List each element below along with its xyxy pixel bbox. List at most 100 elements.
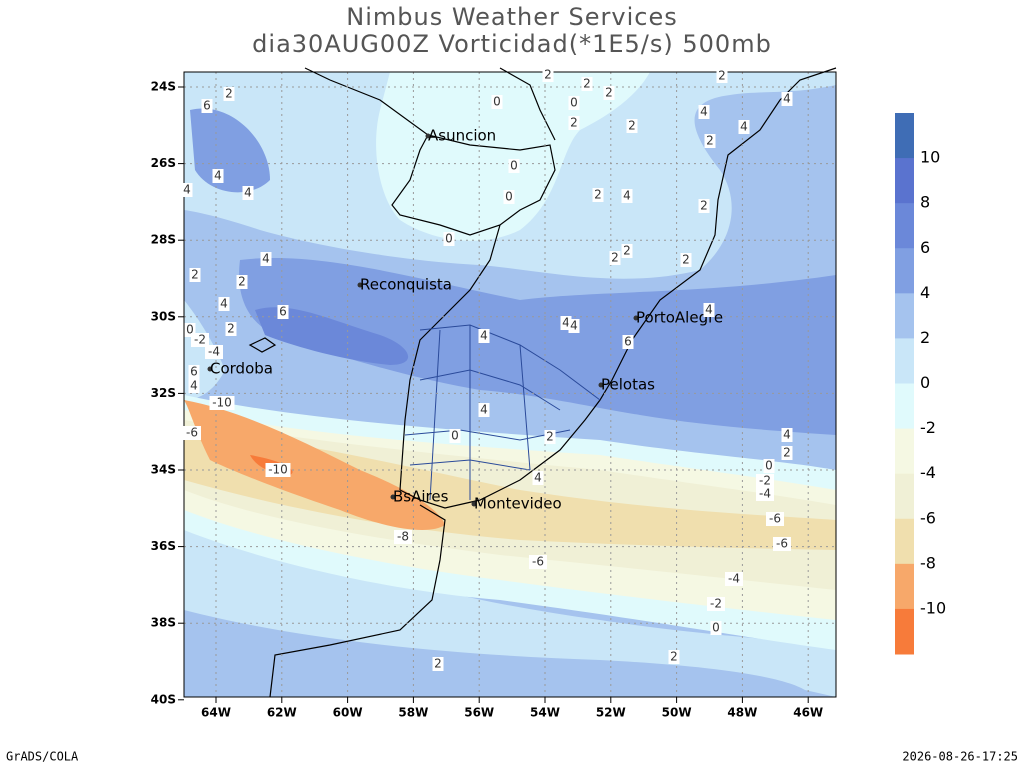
city-marker — [357, 282, 363, 288]
contour-label-box — [181, 183, 193, 197]
lat-label: 32S — [151, 386, 176, 400]
contour-label: 4 — [783, 428, 791, 442]
colorbar-box — [895, 608, 914, 655]
contour-label-box — [188, 379, 200, 393]
contour-label-box — [621, 189, 633, 203]
city-marker — [207, 366, 213, 372]
contour-label-box — [242, 186, 254, 200]
contour-label: 2 — [611, 251, 619, 265]
contour-label: 0 — [445, 232, 453, 246]
city-marker — [425, 133, 431, 139]
colorbar-label: -10 — [920, 598, 946, 617]
contour-label: 2 — [700, 199, 708, 213]
lon-label: 48W — [727, 706, 757, 720]
contour-label: 2 — [623, 244, 631, 258]
lat-label: 30S — [151, 309, 176, 323]
contour-label: 4 — [740, 120, 748, 134]
contour-label: 4 — [220, 297, 228, 311]
lat-label: 24S — [151, 80, 176, 94]
contour-label-box — [449, 429, 461, 443]
contour-label: 0 — [451, 429, 459, 443]
field-band — [239, 258, 837, 435]
contour-label-box — [581, 77, 593, 91]
contour-label: 4 — [480, 403, 488, 417]
contour-label-box — [503, 190, 515, 204]
contour-label: 0 — [510, 159, 518, 173]
contour-label-box — [544, 430, 556, 444]
contour-label-box — [703, 303, 715, 317]
city-label: Pelotas — [601, 376, 655, 394]
contour-label-box — [184, 323, 196, 337]
city-label: Cordoba — [210, 360, 273, 378]
contour-label-box — [394, 530, 412, 544]
field-band — [376, 72, 650, 241]
lat-label: 36S — [151, 539, 176, 553]
contour-label-box — [621, 244, 633, 258]
graticule — [184, 72, 836, 697]
contour-label: 0 — [493, 95, 501, 109]
contour-label-box — [218, 297, 230, 311]
contour-label-box — [560, 316, 572, 330]
field-band — [184, 610, 836, 697]
colorbar-box — [895, 293, 914, 339]
contour-label-box — [756, 474, 774, 488]
contour-label: 6 — [279, 305, 287, 319]
contour-label-box — [725, 572, 743, 586]
lat-label: 40S — [151, 692, 176, 706]
lon-label: 64W — [201, 706, 231, 720]
contour-label: 4 — [570, 319, 578, 333]
contour-label-box — [201, 99, 213, 113]
contour-label-box — [443, 232, 455, 246]
contour-label-box — [542, 68, 554, 82]
contour-label-box — [707, 597, 725, 611]
contour-label-box — [568, 319, 580, 333]
contour-label-box — [225, 322, 237, 336]
footer-right: 2026-08-26-17:25 — [902, 750, 1018, 764]
contour-label: -6 — [776, 537, 788, 551]
contour-label-box — [738, 120, 750, 134]
contour-label-box — [236, 275, 248, 289]
contour-label-box — [609, 251, 621, 265]
contour-label: -4 — [759, 487, 771, 501]
contour-label-box — [191, 333, 209, 347]
city-marker — [390, 494, 396, 500]
contour-label-box — [183, 426, 201, 440]
contour-label: 4 — [214, 169, 222, 183]
colorbar-box — [895, 563, 914, 610]
lon-label: 56W — [464, 706, 494, 720]
colorbar-box — [895, 203, 914, 249]
map-subtitle: dia30AUG00Z Vorticidad(*1E5/s) 500mb — [252, 30, 772, 58]
contour-label-box — [716, 69, 728, 83]
city-label: BsAires — [393, 488, 449, 506]
contour-label: 2 — [434, 657, 442, 671]
contour-label-box — [223, 87, 235, 101]
contour-label-box — [781, 446, 793, 460]
contour-label: 2 — [583, 77, 591, 91]
contour-label: 2 — [570, 116, 578, 130]
contour-label: -4 — [728, 572, 740, 586]
contour-label-box — [205, 345, 223, 359]
contour-label-box — [626, 119, 638, 133]
contour-label: 2 — [605, 86, 613, 100]
field-band — [184, 430, 836, 550]
city-marker — [633, 315, 639, 321]
contour-label: 2 — [238, 275, 246, 289]
contour-label: 0 — [570, 96, 578, 110]
contour-label: 2 — [682, 253, 690, 267]
colorbar-label: -8 — [920, 553, 936, 572]
contour-label: -2 — [194, 333, 206, 347]
contour-label: -6 — [186, 426, 198, 440]
contour-label-box — [491, 95, 503, 109]
contour-label-box — [704, 134, 716, 148]
contour-label: 4 — [534, 471, 542, 485]
contour-label: 2 — [706, 134, 714, 148]
contour-label-box — [508, 159, 520, 173]
colorbar-label: 4 — [920, 283, 930, 302]
footer-left: GrADS/COLA — [6, 750, 79, 764]
lon-label: 58W — [398, 706, 428, 720]
colorbar-label: 2 — [920, 328, 930, 347]
lon-label: 62W — [267, 706, 297, 720]
colorbar-label: 8 — [920, 193, 930, 212]
field-band — [184, 400, 445, 530]
